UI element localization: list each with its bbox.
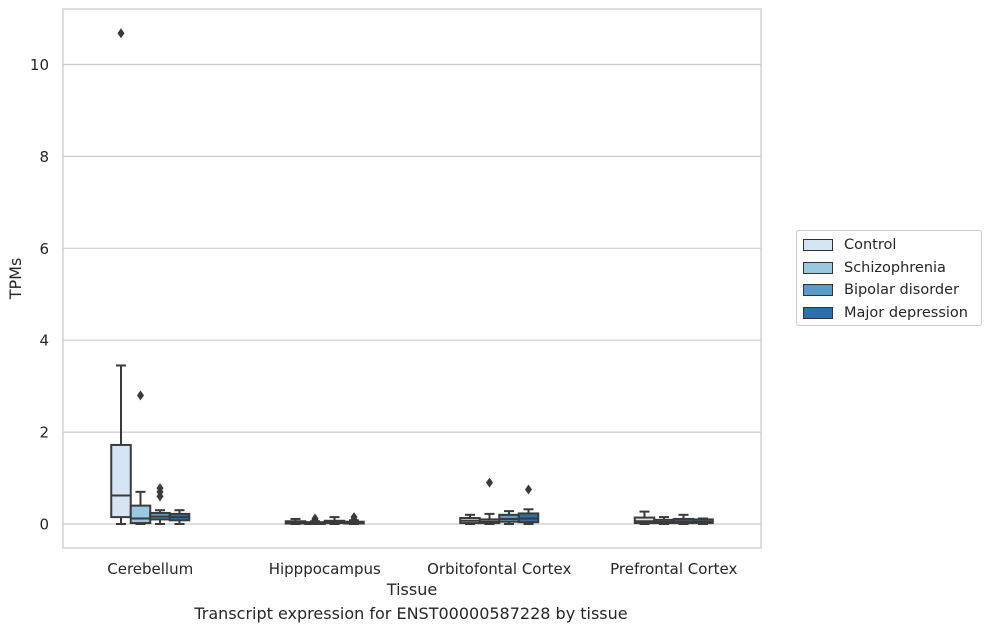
box-major-depression [517,484,540,525]
box-bipolar-disorder [149,483,171,525]
y-axis-label: TPMs [6,258,25,301]
outlier-point [486,477,493,488]
box-control [110,28,132,525]
legend-swatch-schizophrenia [803,262,833,274]
outlier-point [117,28,125,39]
legend-item-major-depression: Major depression [803,303,968,323]
x-tick-label: Prefrontal Cortex [610,560,737,578]
legend-item-schizophrenia: Schizophrenia [803,258,946,278]
box-major-depression [168,509,191,525]
box-bipolar-disorder [498,510,520,525]
y-tick-labels: 0 2 4 6 8 10 [30,56,49,534]
legend-swatch-bipolar-disorder [803,284,833,296]
box-schizophrenia [129,390,152,525]
box-schizophrenia [478,477,501,525]
box-major-depression [692,517,714,525]
box-control [459,513,481,525]
y-tick-label: 2 [39,424,49,442]
outlier-point [156,483,164,494]
y-tick-label: 0 [39,516,49,534]
legend-label-major-depression: Major depression [844,305,968,321]
box-bipolar-disorder [323,516,346,525]
x-tick-label: Orbitofontal Cortex [427,560,571,578]
box-schizophrenia [304,513,326,525]
box-control [284,517,307,525]
gridlines [63,63,761,525]
legend-swatch-major-depression [803,307,833,319]
legend-item-bipolar-disorder: Bipolar disorder [803,280,959,300]
legend-item-control: Control [803,235,896,255]
legend-swatch-control [803,239,833,251]
box-plot-series [110,28,714,525]
box-iqr [110,443,132,519]
outlier-point [525,484,532,495]
x-tick-label: Cerebellum [107,560,193,578]
legend-label-schizophrenia: Schizophrenia [844,260,946,276]
box-bipolar-disorder [672,513,695,525]
y-tick-label: 8 [39,148,49,166]
outlier-point [311,513,319,524]
y-tick-label: 10 [30,56,49,74]
legend-label-bipolar-disorder: Bipolar disorder [844,282,959,298]
x-tick-label: Hipppocampus [269,560,381,578]
legend-label-control: Control [844,237,897,253]
box-schizophrenia [653,516,675,525]
plot-frame [62,8,762,549]
chart-caption: Transcript expression for ENST0000058722… [194,604,628,623]
box-iqr [129,504,152,525]
legend: Control Schizophrenia Bipolar disorder M… [796,230,982,326]
outlier-point [350,512,358,523]
outlier-point [137,390,144,401]
box-control [633,510,656,525]
box-major-depression [343,512,365,525]
x-axis-label: Tissue [386,580,437,599]
x-tick-labels: Cerebellum Hipppocampus Orbitofontal Corte… [107,560,737,578]
y-tick-label: 6 [39,240,49,258]
y-tick-label: 4 [39,332,49,350]
